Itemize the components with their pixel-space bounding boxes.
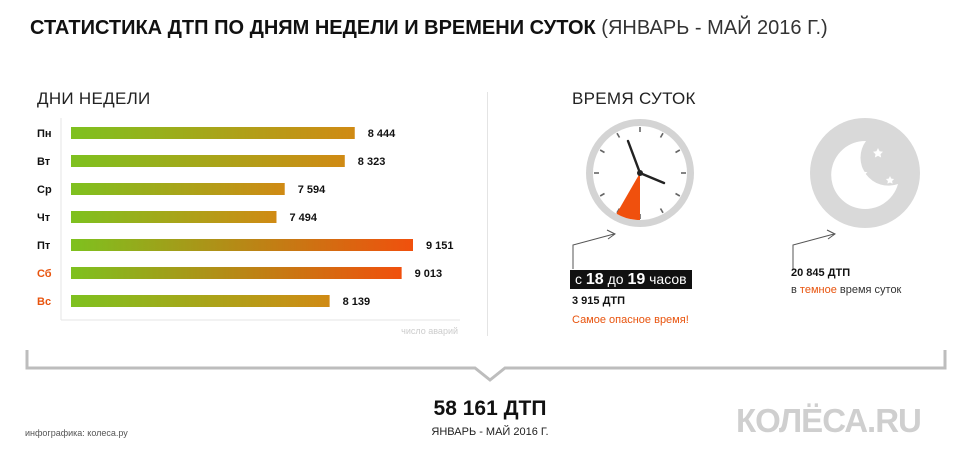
bar-3 xyxy=(71,211,277,223)
badge-prefix: с xyxy=(575,271,582,287)
badge-mid: до xyxy=(607,271,624,287)
infographic-credit: инфографика: колеса.ру xyxy=(25,428,128,438)
danger-time-badge: с 18 до 19 часов xyxy=(570,270,692,289)
title-period: (ЯНВАРЬ - МАЙ 2016 Г.) xyxy=(601,17,828,39)
category-label-2: Ср xyxy=(37,184,52,196)
x-axis-label: число аварий xyxy=(401,326,458,336)
danger-time-wedge xyxy=(616,173,640,220)
moon-leader-arrow xyxy=(792,229,836,269)
title-main: СТАТИСТИКА ДТП ПО ДНЯМ НЕДЕЛИ И ВРЕМЕНИ … xyxy=(30,17,596,39)
category-label-4: Пт xyxy=(37,240,51,252)
value-label-4: 9 151 xyxy=(426,240,454,252)
bar-0 xyxy=(71,127,355,139)
time-section-label: ВРЕМЯ СУТОК xyxy=(572,89,696,108)
total-accidents: 58 161 ДТП xyxy=(433,397,547,420)
badge-suffix: часов xyxy=(649,271,687,287)
category-label-5: Сб xyxy=(37,268,52,280)
peak-note: Самое опасное время! xyxy=(572,314,689,326)
total-period: ЯНВАРЬ - МАЙ 2016 Г. xyxy=(431,426,549,438)
dark-text-suffix: время суток xyxy=(839,284,902,296)
bar-2 xyxy=(71,183,285,195)
moon-icon xyxy=(810,118,920,228)
badge-to-hour: 19 xyxy=(627,271,646,288)
dark-text-prefix: в xyxy=(791,284,797,296)
category-label-3: Чт xyxy=(37,212,51,224)
value-label-3: 7 494 xyxy=(289,212,317,224)
dark-count: 20 845 ДТП xyxy=(791,267,851,279)
category-label-0: Пн xyxy=(37,128,52,140)
badge-from-hour: 18 xyxy=(585,271,604,288)
category-label-1: Вт xyxy=(37,156,51,168)
bar-1 xyxy=(71,155,345,167)
clock-leader-arrow xyxy=(572,229,616,269)
page-title: СТАТИСТИКА ДТП ПО ДНЯМ НЕДЕЛИ И ВРЕМЕНИ … xyxy=(30,17,828,40)
value-label-2: 7 594 xyxy=(298,184,326,196)
category-label-6: Вс xyxy=(37,296,51,308)
dark-text-accent: темное xyxy=(799,284,837,296)
value-label-5: 9 013 xyxy=(415,268,443,280)
kolesa-logo: КОЛЁСА.RU xyxy=(736,402,922,439)
bar-5 xyxy=(71,267,402,279)
clock-icon xyxy=(586,119,694,227)
section-divider xyxy=(487,92,488,336)
star-icons xyxy=(858,148,895,184)
hour-hand xyxy=(626,139,642,175)
dark-description: в темное время суток xyxy=(791,284,901,296)
bar-6 xyxy=(71,295,330,307)
minute-hand xyxy=(638,171,666,185)
days-section-label: ДНИ НЕДЕЛИ xyxy=(37,89,151,108)
bar-4 xyxy=(71,239,413,251)
value-label-0: 8 444 xyxy=(368,128,396,140)
weekday-bar-chart: Пн 8 444 Вт 8 323 Ср 7 594 Чт 7 494 Пт 9 151 Сб 9 0… xyxy=(37,118,460,336)
value-label-6: 8 139 xyxy=(343,296,371,308)
value-label-1: 8 323 xyxy=(358,156,386,168)
peak-count: 3 915 ДТП xyxy=(572,295,626,307)
